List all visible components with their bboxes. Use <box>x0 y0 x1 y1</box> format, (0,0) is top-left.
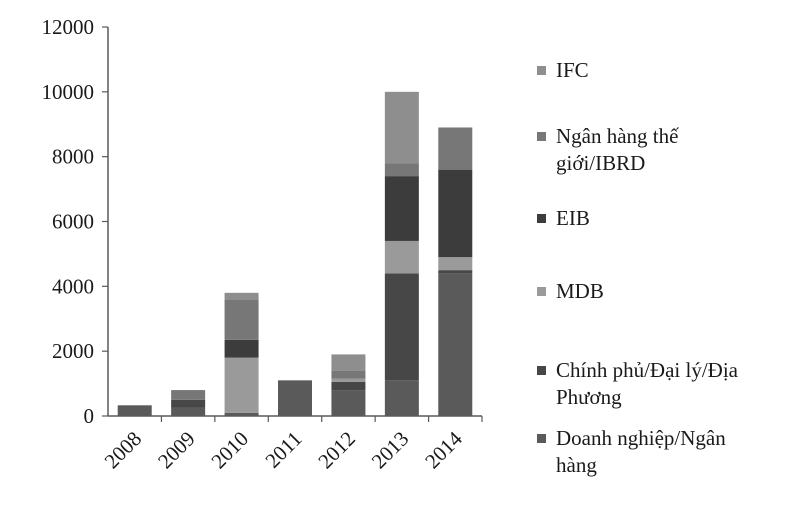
y-tick-label: 10000 <box>42 80 95 104</box>
y-tick-label: 6000 <box>52 210 94 234</box>
legend-label: giới/IBRD <box>556 151 645 175</box>
legend-label: hàng <box>556 453 597 477</box>
x-tick-label: 2009 <box>153 427 200 474</box>
bars <box>117 91 473 416</box>
legend-item: Chính phủ/Đại lý/Địa Phương <box>537 358 739 409</box>
y-tick-label: 12000 <box>42 15 95 39</box>
legend-item: IFC <box>537 58 589 82</box>
bar-segment <box>171 399 206 408</box>
legend-item: MDB <box>537 279 604 303</box>
bar-segment <box>384 380 419 416</box>
y-axis: 0 2000 4000 6000 8000 10000 12000 <box>42 15 108 428</box>
bar-segment <box>438 257 473 271</box>
y-tick-label: 2000 <box>52 339 94 363</box>
bar-segment <box>224 299 259 340</box>
x-tick-label: 2012 <box>313 427 360 474</box>
bar-segment <box>438 127 473 170</box>
bar-segment <box>224 292 259 300</box>
x-tick-label: 2010 <box>206 427 253 474</box>
x-axis: 2008 2009 2010 2011 2012 2013 2014 <box>100 416 483 474</box>
y-tick-label: 4000 <box>52 274 94 298</box>
legend-label: Ngân hàng thế <box>556 124 679 148</box>
bar-segment <box>331 378 366 382</box>
bar-segment <box>278 380 312 416</box>
legend-swatch <box>537 132 546 141</box>
legend-swatch <box>537 287 546 296</box>
bar-segment <box>331 370 366 379</box>
legend-label: Doanh nghiệp/Ngân <box>556 426 726 450</box>
bar-segment <box>171 407 206 416</box>
bar-segment <box>331 390 366 416</box>
bar-segment <box>438 169 473 258</box>
legend-item: Doanh nghiệp/Ngân hàng <box>537 426 726 477</box>
legend-swatch <box>537 434 546 443</box>
bar-segment <box>384 91 419 164</box>
bar-segment <box>331 381 366 391</box>
x-tick-label: 2008 <box>100 427 147 474</box>
legend-label: IFC <box>556 58 589 82</box>
y-tick-label: 0 <box>84 404 95 428</box>
bar-segment <box>384 240 419 274</box>
bar-segment <box>171 390 206 400</box>
x-tick-label: 2013 <box>367 427 414 474</box>
legend: IFC Ngân hàng thế giới/IBRD EIB MDB Chính phủ… <box>537 58 739 477</box>
legend-label: EIB <box>556 206 590 230</box>
bar-segment <box>224 357 259 413</box>
legend-item: Ngân hàng thế giới/IBRD <box>537 124 679 175</box>
legend-label: MDB <box>556 279 604 303</box>
legend-label: Chính phủ/Đại lý/Địa <box>556 358 739 382</box>
bar-segment <box>331 354 366 371</box>
plot-area <box>107 27 482 417</box>
bar-segment <box>438 270 473 274</box>
bar-segment <box>224 412 259 416</box>
bar-segment <box>384 176 419 241</box>
x-tick-label: 2014 <box>420 426 467 473</box>
legend-swatch <box>537 366 546 375</box>
bar-segment <box>438 273 473 416</box>
legend-item: EIB <box>537 206 590 230</box>
bar-segment <box>384 273 419 381</box>
legend-swatch <box>537 66 546 75</box>
bar-segment <box>384 163 419 177</box>
y-tick-label: 8000 <box>52 145 94 169</box>
legend-label: Phương <box>556 385 622 409</box>
bar-segment <box>117 405 152 416</box>
x-tick-label: 2011 <box>260 427 306 473</box>
legend-swatch <box>537 214 546 223</box>
bar-segment <box>224 339 259 358</box>
